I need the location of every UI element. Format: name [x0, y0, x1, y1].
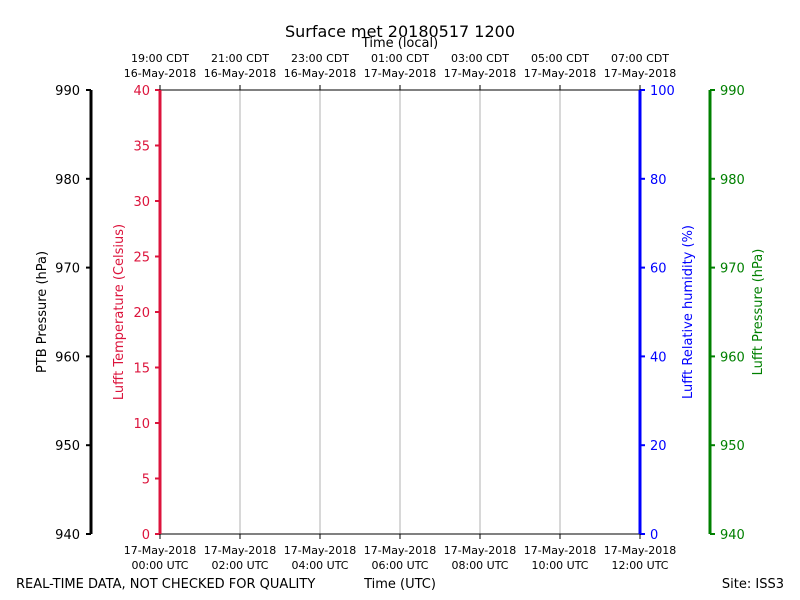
pres-tick-label: 990: [720, 84, 745, 99]
pres-tick-label: 980: [720, 173, 745, 188]
top-tick-local-time: 03:00 CDT: [451, 52, 509, 65]
pres-tick-label: 970: [720, 262, 745, 277]
temp-tick-label: 15: [133, 362, 150, 377]
ptb-pressure-axis: 940 950 960 970 980 990: [55, 84, 93, 543]
x-tick-utc-date: 17-May-2018: [444, 544, 516, 557]
top-tick-local-date: 17-May-2018: [364, 67, 436, 80]
x-tick-utc-time: 12:00 UTC: [611, 559, 668, 572]
ptb-axis-title: PTB Pressure (hPa): [35, 251, 50, 373]
quality-disclaimer: REAL-TIME DATA, NOT CHECKED FOR QUALITY: [16, 577, 315, 592]
temp-tick-label: 30: [133, 195, 150, 210]
lufft-pressure-axis: 940 950 960 970 980 990: [708, 84, 745, 543]
temp-tick-label: 25: [133, 251, 150, 266]
x-tick-utc-date: 17-May-2018: [604, 544, 676, 557]
top-tick-local-date: 16-May-2018: [124, 67, 196, 80]
top-tick-local-time: 19:00 CDT: [131, 52, 189, 65]
temp-tick-label: 20: [133, 306, 150, 321]
x-tick-utc-date: 17-May-2018: [284, 544, 356, 557]
temperature-axis: 0 5 10 15 20 25 30 35 40: [133, 84, 162, 543]
site-label: Site: ISS3: [722, 577, 784, 592]
temperature-axis-title: Lufft Temperature (Celsius): [112, 224, 127, 400]
x-tick-utc-time: 08:00 UTC: [451, 559, 508, 572]
pres-tick-label: 960: [720, 350, 745, 365]
top-tick-local-date: 16-May-2018: [284, 67, 356, 80]
rh-tick-label: 100: [650, 84, 675, 99]
top-axis-label: Time (local): [361, 36, 438, 51]
x-axis-title: Time (UTC): [363, 577, 436, 592]
rh-tick-label: 40: [650, 350, 667, 365]
top-tick-local-time: 21:00 CDT: [211, 52, 269, 65]
rh-tick-label: 0: [650, 528, 658, 543]
pres-tick-label: 950: [720, 439, 745, 454]
ptb-tick-label: 940: [55, 528, 80, 543]
top-tick-local-time: 07:00 CDT: [611, 52, 669, 65]
pres-tick-label: 940: [720, 528, 745, 543]
humidity-axis: 0 20 40 60 80 100: [638, 84, 675, 543]
ptb-tick-label: 990: [55, 84, 80, 99]
temp-tick-label: 5: [142, 473, 150, 488]
x-tick-utc-time: 04:00 UTC: [291, 559, 348, 572]
top-tick-local-date: 17-May-2018: [524, 67, 596, 80]
top-tick-local-time: 05:00 CDT: [531, 52, 589, 65]
chart-title: Surface met 20180517 1200: [285, 22, 515, 41]
top-tick-local-time: 01:00 CDT: [371, 52, 429, 65]
x-tick-utc-date: 17-May-2018: [364, 544, 436, 557]
top-tick-local-date: 17-May-2018: [444, 67, 516, 80]
top-tick-local-time: 23:00 CDT: [291, 52, 349, 65]
x-tick-utc-time: 02:00 UTC: [211, 559, 268, 572]
temp-tick-label: 10: [133, 417, 150, 432]
lufft-pressure-axis-title: Lufft Pressure (hPa): [751, 249, 766, 376]
top-tick-local-date: 16-May-2018: [204, 67, 276, 80]
ptb-tick-label: 970: [55, 262, 80, 277]
plot-area: [160, 89, 640, 535]
ptb-tick-label: 950: [55, 439, 80, 454]
ptb-tick-label: 960: [55, 350, 80, 365]
temp-tick-label: 35: [133, 140, 150, 155]
x-tick-utc-time: 00:00 UTC: [131, 559, 188, 572]
x-tick-labels: 17-May-2018 00:00 UTC 19:00 CDT 16-May-2018…: [124, 52, 676, 572]
x-tick-utc-date: 17-May-2018: [124, 544, 196, 557]
x-tick-utc-time: 06:00 UTC: [371, 559, 428, 572]
temp-tick-label: 0: [142, 528, 150, 543]
rh-tick-label: 60: [650, 262, 667, 277]
x-tick-utc-date: 17-May-2018: [204, 544, 276, 557]
ptb-tick-label: 980: [55, 173, 80, 188]
x-tick-utc-date: 17-May-2018: [524, 544, 596, 557]
rh-tick-label: 80: [650, 173, 667, 188]
top-tick-local-date: 17-May-2018: [604, 67, 676, 80]
rh-tick-label: 20: [650, 439, 667, 454]
humidity-axis-title: Lufft Relative humidity (%): [681, 225, 696, 399]
temp-tick-label: 40: [133, 84, 150, 99]
x-tick-utc-time: 10:00 UTC: [531, 559, 588, 572]
